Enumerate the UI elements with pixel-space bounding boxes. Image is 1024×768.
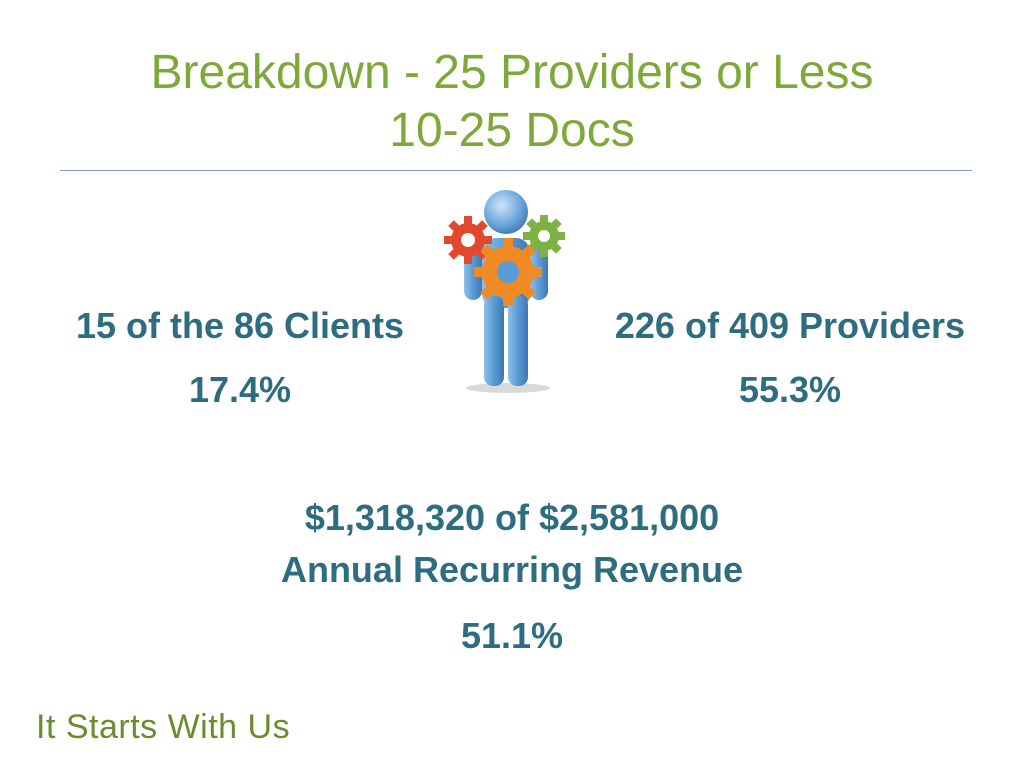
providers-stat: 226 of 409 Providers 55.3%: [560, 304, 1020, 412]
title-divider: [60, 170, 972, 171]
revenue-label: Annual Recurring Revenue: [280, 549, 744, 590]
person-with-gears-icon: [444, 190, 565, 393]
clients-stat-percent: 17.4%: [188, 369, 292, 410]
title-line-2: 10-25 Docs: [389, 104, 635, 157]
title-line-1: Breakdown - 25 Providers or Less: [150, 46, 874, 99]
clients-stat-label: 15 of the 86 Clients: [75, 305, 405, 346]
providers-stat-percent: 55.3%: [738, 369, 842, 410]
revenue-amount: $1,318,320 of $2,581,000: [304, 497, 720, 538]
footer-tagline: It Starts With Us: [36, 708, 291, 746]
figure-shadow: [466, 383, 550, 393]
orange-gear-icon: [474, 238, 542, 306]
figure-right-leg: [508, 296, 528, 386]
revenue-percent: 51.1%: [460, 615, 564, 656]
green-gear-icon: [523, 215, 565, 257]
providers-stat-label: 226 of 409 Providers: [614, 305, 966, 346]
revenue-stat: $1,318,320 of $2,581,000 Annual Recurrin…: [0, 492, 1024, 662]
clients-stat: 15 of the 86 Clients 17.4%: [20, 304, 460, 412]
figure-left-leg: [484, 296, 504, 386]
figure-head: [484, 190, 528, 234]
slide-title: Breakdown - 25 Providers or Less 10-25 D…: [0, 44, 1024, 160]
red-gear-icon: [444, 216, 492, 264]
